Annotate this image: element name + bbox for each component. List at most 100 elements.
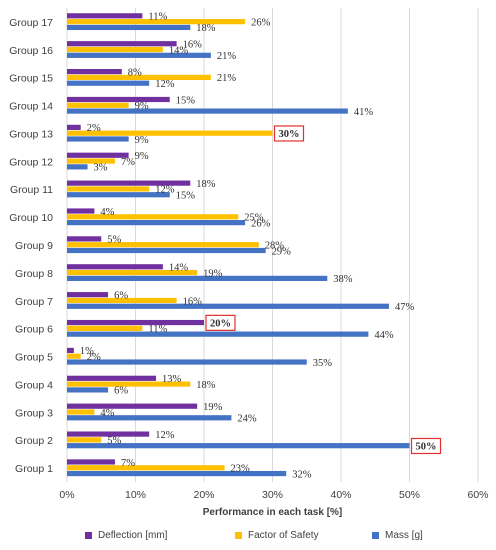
data-label-factor-of-safety-group-4: 18% — [196, 380, 216, 391]
bar-factor-of-safety-group-11 — [67, 186, 150, 192]
bar-deflection-mm-group-10 — [67, 208, 95, 214]
legend-label: Deflection [mm] — [98, 530, 168, 541]
category-label-group-4: Group 4 — [15, 379, 53, 391]
bar-deflection-mm-group-7 — [67, 292, 109, 298]
data-label-deflection-mm-group-8: 14% — [169, 263, 189, 274]
bar-mass-g-group-13 — [67, 136, 129, 142]
bar-factor-of-safety-group-12 — [67, 158, 115, 164]
data-label-deflection-mm-group-7: 6% — [114, 290, 128, 301]
legend-swatch — [372, 532, 379, 539]
legend-swatch — [85, 532, 92, 539]
legend-label: Mass [g] — [385, 530, 423, 541]
category-label-group-15: Group 15 — [9, 73, 53, 85]
data-label-mass-g-group-14: 41% — [354, 107, 374, 118]
bar-deflection-mm-group-14 — [67, 96, 170, 103]
data-label-factor-of-safety-group-1: 23% — [231, 464, 251, 475]
category-label-group-1: Group 1 — [15, 463, 53, 475]
data-label-deflection-mm-group-4: 13% — [162, 374, 182, 385]
data-label-deflection-mm-group-11: 18% — [196, 179, 216, 190]
bar-deflection-mm-group-11 — [67, 180, 191, 186]
category-label-group-9: Group 9 — [15, 240, 53, 252]
bar-deflection-mm-group-1 — [67, 459, 115, 465]
data-label-mass-g-group-10: 26% — [251, 218, 271, 229]
bar-chart: Group 1 Group 2 Group 3 Group 4 Group 5 Group… — [9, 8, 489, 518]
data-label-mass-g-group-5: 35% — [313, 358, 333, 369]
x-tick-label: 30% — [262, 489, 283, 501]
value-labels: 7%23%32%12%5%50%19%4%24%13%18%6%1%2%35%2… — [80, 12, 442, 480]
data-label-factor-of-safety-group-2: 5% — [107, 436, 121, 447]
x-tick-label: 60% — [467, 489, 488, 501]
category-labels: Group 1 Group 2 Group 3 Group 4 Group 5 Group… — [9, 17, 53, 475]
data-label-factor-of-safety-group-12: 7% — [121, 157, 135, 168]
bar-mass-g-group-14 — [67, 108, 348, 114]
category-label-group-10: Group 10 — [9, 212, 53, 224]
bar-deflection-mm-group-5 — [67, 347, 74, 354]
highlight-box — [205, 314, 236, 331]
bar-factor-of-safety-group-13 — [67, 130, 273, 136]
data-label-deflection-mm-group-12: 9% — [135, 151, 149, 162]
bar-factor-of-safety-group-6 — [67, 325, 143, 331]
data-label-mass-g-group-3: 24% — [237, 414, 257, 425]
bar-mass-g-group-4 — [67, 387, 109, 393]
data-label-mass-g-group-16: 21% — [217, 51, 237, 62]
bar-mass-g-group-17 — [67, 24, 191, 31]
bar-deflection-mm-group-13 — [67, 124, 81, 130]
data-label-mass-g-group-7: 47% — [395, 302, 415, 313]
category-label-group-8: Group 8 — [15, 268, 53, 280]
category-label-group-16: Group 16 — [9, 45, 53, 57]
x-tick-labels: 0% 10% 20% 30% 40% 50% 60% — [59, 489, 488, 501]
bar-mass-g-group-6 — [67, 331, 369, 337]
data-label-deflection-mm-group-3: 19% — [203, 402, 223, 413]
data-label-mass-g-group-11: 15% — [176, 191, 196, 202]
category-label-group-2: Group 2 — [15, 435, 53, 447]
data-label-factor-of-safety-group-6: 11% — [148, 324, 167, 335]
data-label-factor-of-safety-group-15: 21% — [217, 73, 237, 84]
data-label-factor-of-safety-group-7: 16% — [183, 296, 203, 307]
data-label-mass-g-group-1: 32% — [292, 469, 312, 480]
category-label-group-13: Group 13 — [9, 128, 53, 140]
legend-item-deflection-mm: Deflection [mm] — [85, 530, 167, 541]
data-label-mass-g-group-13: 9% — [135, 135, 149, 146]
bar-mass-g-group-10 — [67, 220, 246, 226]
data-label-mass-g-group-6: 44% — [374, 330, 394, 341]
category-label-group-6: Group 6 — [15, 324, 53, 336]
x-tick-label: 10% — [125, 489, 146, 501]
bar-mass-g-group-16 — [67, 52, 211, 58]
bar-factor-of-safety-group-9 — [67, 242, 259, 248]
bar-mass-g-group-3 — [67, 415, 232, 421]
bar-deflection-mm-group-15 — [67, 69, 122, 75]
bar-factor-of-safety-group-16 — [67, 46, 163, 53]
x-tick-label: 40% — [330, 489, 351, 501]
data-label-deflection-mm-group-16: 16% — [183, 40, 203, 51]
bar-factor-of-safety-group-2 — [67, 437, 102, 443]
data-label-deflection-mm-group-5: 1% — [80, 346, 94, 357]
data-label-deflection-mm-group-9: 5% — [107, 235, 121, 246]
category-label-group-5: Group 5 — [15, 352, 53, 364]
data-label-factor-of-safety-group-17: 26% — [251, 17, 271, 28]
bar-factor-of-safety-group-1 — [67, 465, 225, 471]
x-tick-label: 50% — [399, 489, 420, 501]
bar-mass-g-group-12 — [67, 164, 88, 170]
bar-factor-of-safety-group-10 — [67, 214, 239, 220]
data-label-factor-of-safety-group-11: 12% — [155, 185, 175, 196]
category-label-group-12: Group 12 — [9, 156, 53, 168]
data-label-deflection-mm-group-14: 15% — [176, 95, 196, 106]
data-label-factor-of-safety-group-9: 28% — [265, 241, 285, 252]
data-label-factor-of-safety-group-14: 9% — [135, 101, 149, 112]
data-label-factor-of-safety-group-16: 14% — [169, 45, 189, 56]
bar-deflection-mm-group-9 — [67, 236, 102, 242]
data-label-deflection-mm-group-17: 11% — [148, 12, 167, 23]
bars — [67, 13, 410, 477]
bar-deflection-mm-group-6 — [67, 319, 204, 326]
data-label-factor-of-safety-group-3: 4% — [100, 408, 114, 419]
bar-mass-g-group-2 — [67, 443, 410, 449]
x-tick-label: 0% — [59, 489, 74, 501]
bar-deflection-mm-group-2 — [67, 431, 150, 437]
data-label-mass-g-group-17: 18% — [196, 23, 216, 34]
data-label-mass-g-group-9: 29% — [272, 246, 292, 257]
data-label-factor-of-safety-group-8: 19% — [203, 268, 223, 279]
bar-mass-g-group-5 — [67, 359, 307, 365]
legend-label: Factor of Safety — [248, 530, 319, 541]
legend-item-factor-of-safety: Factor of Safety — [235, 530, 319, 541]
bar-factor-of-safety-group-7 — [67, 297, 177, 304]
